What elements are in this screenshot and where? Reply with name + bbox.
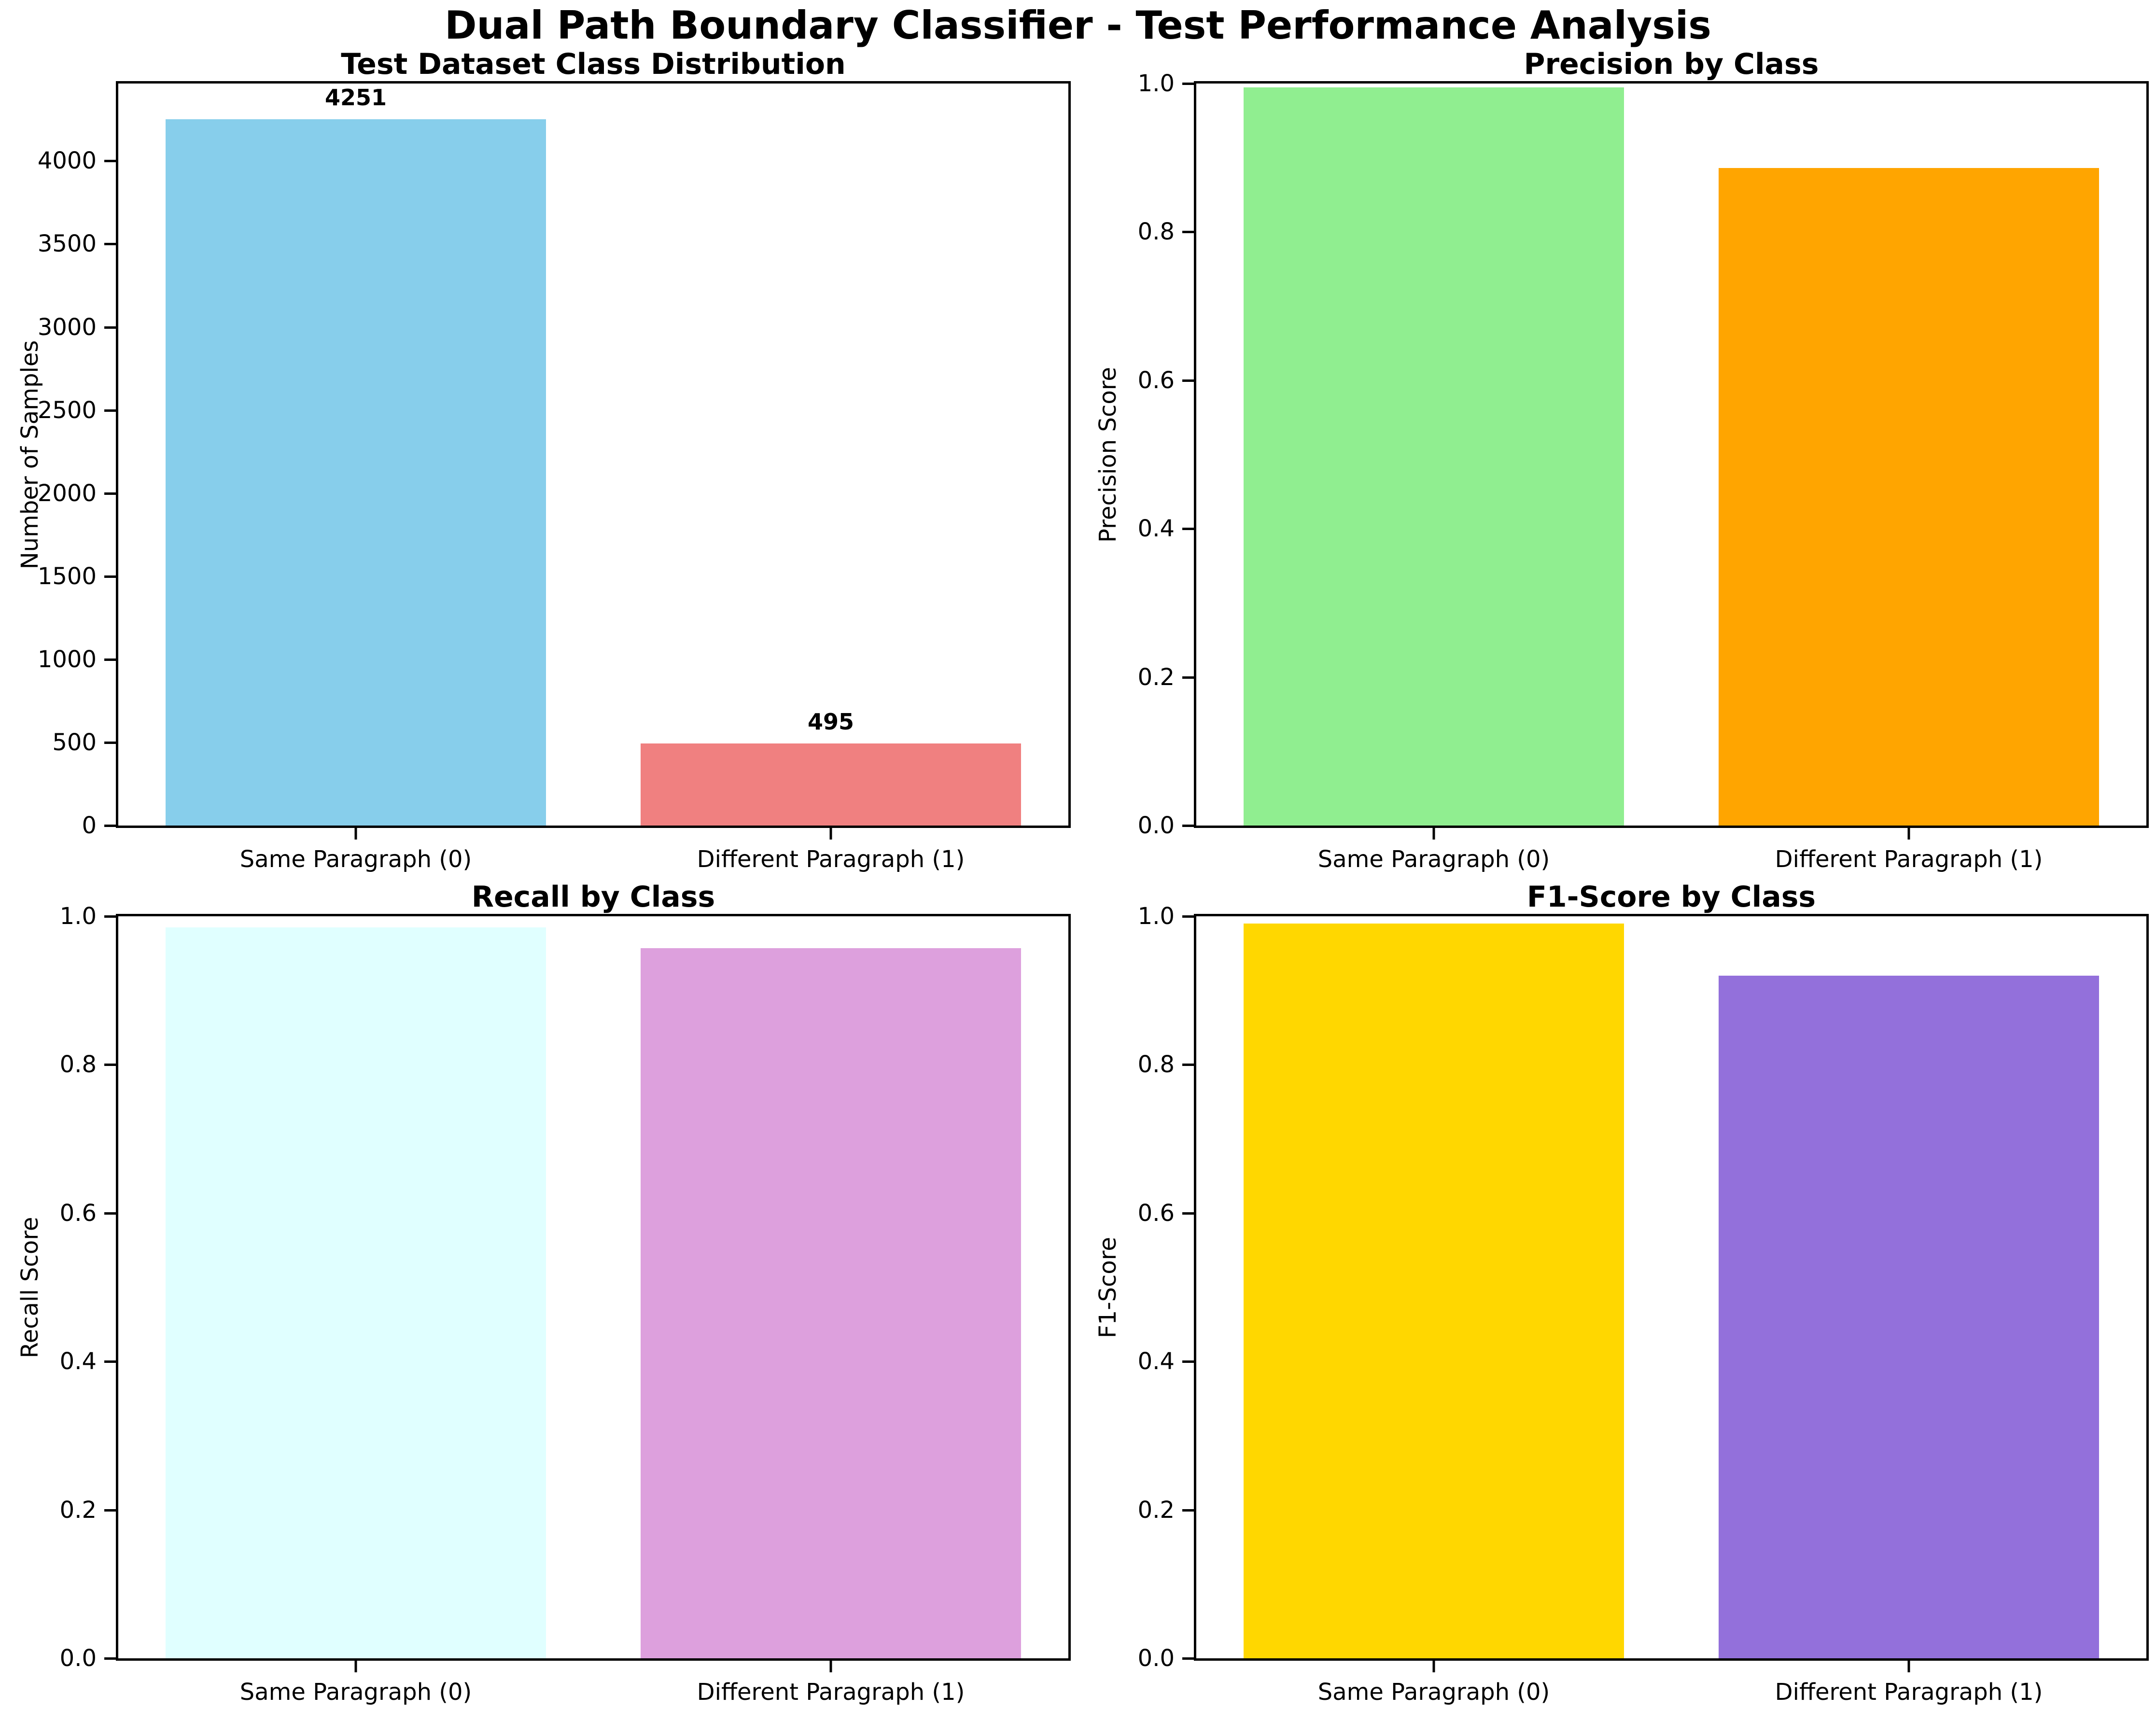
plot-area: 0.0 0.2 0.4 0.6 0.8 1.0 Same Paragraph (0) Diff… (1138, 72, 2149, 873)
bar-0 (166, 119, 546, 826)
x-tick-label: Same Paragraph (0) (1317, 846, 1550, 873)
y-tick-mark (104, 326, 116, 329)
y-tick-label: 2500 (37, 396, 97, 424)
subplot-recall: Recall by Class Recall Score 0.0 0.2 0.4 0.… (0, 876, 1078, 1709)
y-axis-label: Recall Score (16, 1217, 43, 1358)
y-tick-mark (1182, 528, 1194, 531)
x-tick-mark (1907, 828, 1910, 840)
y-tick-mark (1182, 1212, 1194, 1215)
subplot-grid: Test Dataset Class Distribution Number o… (0, 43, 2156, 1709)
y-tick-mark (104, 575, 116, 578)
y-tick-label: 0.0 (1137, 812, 1175, 839)
y-tick-mark (1182, 1509, 1194, 1512)
y-tick-label: 1.0 (1137, 70, 1175, 97)
bar-1 (641, 948, 1021, 1658)
y-tick-mark (104, 915, 116, 918)
bar-1 (1719, 168, 2099, 826)
y-tick-mark (104, 658, 116, 661)
y-tick-label: 1000 (37, 645, 97, 673)
y-tick-label: 1.0 (59, 903, 97, 930)
y-tick-mark (104, 243, 116, 246)
y-tick-mark (104, 1509, 116, 1512)
y-tick-label: 0.8 (1137, 218, 1175, 246)
y-tick-label: 0.0 (1137, 1645, 1175, 1672)
y-tick-mark (104, 1360, 116, 1363)
y-tick-label: 2000 (37, 479, 97, 507)
chart-title: Precision by Class (1524, 47, 1819, 81)
y-tick-mark (104, 409, 116, 412)
y-tick-mark (104, 160, 116, 163)
bar-value-label: 4251 (324, 84, 387, 111)
y-tick-label: 3000 (37, 313, 97, 341)
chart-title: Test Dataset Class Distribution (341, 47, 846, 81)
chart-title: Recall by Class (471, 880, 715, 914)
x-tick-label: Same Paragraph (0) (239, 1679, 472, 1706)
figure-title: Dual Path Boundary Classifier - Test Per… (445, 3, 1711, 48)
x-tick-mark (354, 1661, 357, 1672)
y-tick-label: 0.4 (1137, 515, 1175, 543)
y-tick-label: 500 (52, 728, 97, 756)
y-tick-mark (104, 825, 116, 827)
y-tick-mark (1182, 83, 1194, 85)
y-tick-label: 0.2 (1137, 1496, 1175, 1524)
y-tick-mark (104, 1064, 116, 1066)
x-tick-mark (354, 828, 357, 840)
y-tick-label: 0.6 (1137, 1199, 1175, 1227)
y-tick-label: 0.8 (59, 1051, 97, 1079)
x-tick-label: Different Paragraph (1) (1775, 846, 2043, 873)
y-tick-mark (104, 1657, 116, 1660)
bar-0 (166, 927, 546, 1658)
y-tick-label: 1500 (37, 562, 97, 590)
y-axis-label: Precision Score (1094, 366, 1121, 543)
plot-area: 0.0 0.2 0.4 0.6 0.8 1.0 Same Paragraph (0) Diff… (60, 905, 1071, 1706)
y-tick-mark (104, 1212, 116, 1215)
y-tick-label: 0.4 (1137, 1348, 1175, 1375)
y-tick-label: 0.4 (59, 1348, 97, 1375)
y-tick-mark (1182, 1360, 1194, 1363)
y-tick-mark (1182, 1657, 1194, 1660)
y-tick-mark (104, 492, 116, 495)
y-tick-mark (1182, 676, 1194, 679)
x-tick-mark (1907, 1661, 1910, 1672)
y-tick-label: 3500 (37, 230, 97, 258)
y-tick-mark (1182, 231, 1194, 234)
y-tick-label: 0 (82, 812, 97, 839)
y-axis-label: F1-Score (1094, 1236, 1121, 1338)
plot-area: 0 500 1000 1500 2000 2500 3000 3500 4000 Same Par… (38, 81, 1071, 873)
bar-0 (1244, 924, 1624, 1658)
bar-1 (641, 743, 1021, 826)
subplot-f1: F1-Score by Class F1-Score 0.0 0.2 0.4 0.6 0… (1078, 876, 2156, 1709)
y-tick-label: 0.8 (1137, 1051, 1175, 1079)
bar-1 (1719, 975, 2099, 1658)
x-tick-label: Same Paragraph (0) (1317, 1679, 1550, 1706)
y-axis-label: Number of Samples (16, 340, 43, 569)
x-tick-mark (1432, 828, 1435, 840)
x-tick-label: Different Paragraph (1) (697, 846, 965, 873)
y-tick-mark (1182, 379, 1194, 382)
subplot-precision: Precision by Class Precision Score 0.0 0.… (1078, 43, 2156, 876)
x-tick-mark (1432, 1661, 1435, 1672)
y-tick-label: 0.6 (59, 1199, 97, 1227)
y-tick-label: 0.2 (59, 1496, 97, 1524)
x-tick-mark (829, 1661, 832, 1672)
x-tick-label: Same Paragraph (0) (239, 846, 472, 873)
bar-0 (1244, 87, 1624, 826)
subplot-class-distribution: Test Dataset Class Distribution Number o… (0, 43, 1078, 876)
x-tick-label: Different Paragraph (1) (1775, 1679, 2043, 1706)
y-tick-mark (1182, 1064, 1194, 1066)
chart-title: F1-Score by Class (1526, 880, 1816, 914)
y-tick-mark (104, 741, 116, 744)
y-tick-mark (1182, 825, 1194, 827)
plot-area: 0.0 0.2 0.4 0.6 0.8 1.0 Same Paragraph (0) Diff… (1138, 905, 2149, 1706)
y-tick-label: 4000 (37, 147, 97, 175)
x-tick-mark (829, 828, 832, 840)
y-tick-label: 0.0 (59, 1645, 97, 1672)
x-tick-label: Different Paragraph (1) (697, 1679, 965, 1706)
y-tick-label: 0.6 (1137, 366, 1175, 394)
bar-value-label: 495 (807, 708, 854, 735)
y-tick-label: 1.0 (1137, 903, 1175, 930)
y-tick-label: 0.2 (1137, 663, 1175, 691)
y-tick-mark (1182, 915, 1194, 918)
